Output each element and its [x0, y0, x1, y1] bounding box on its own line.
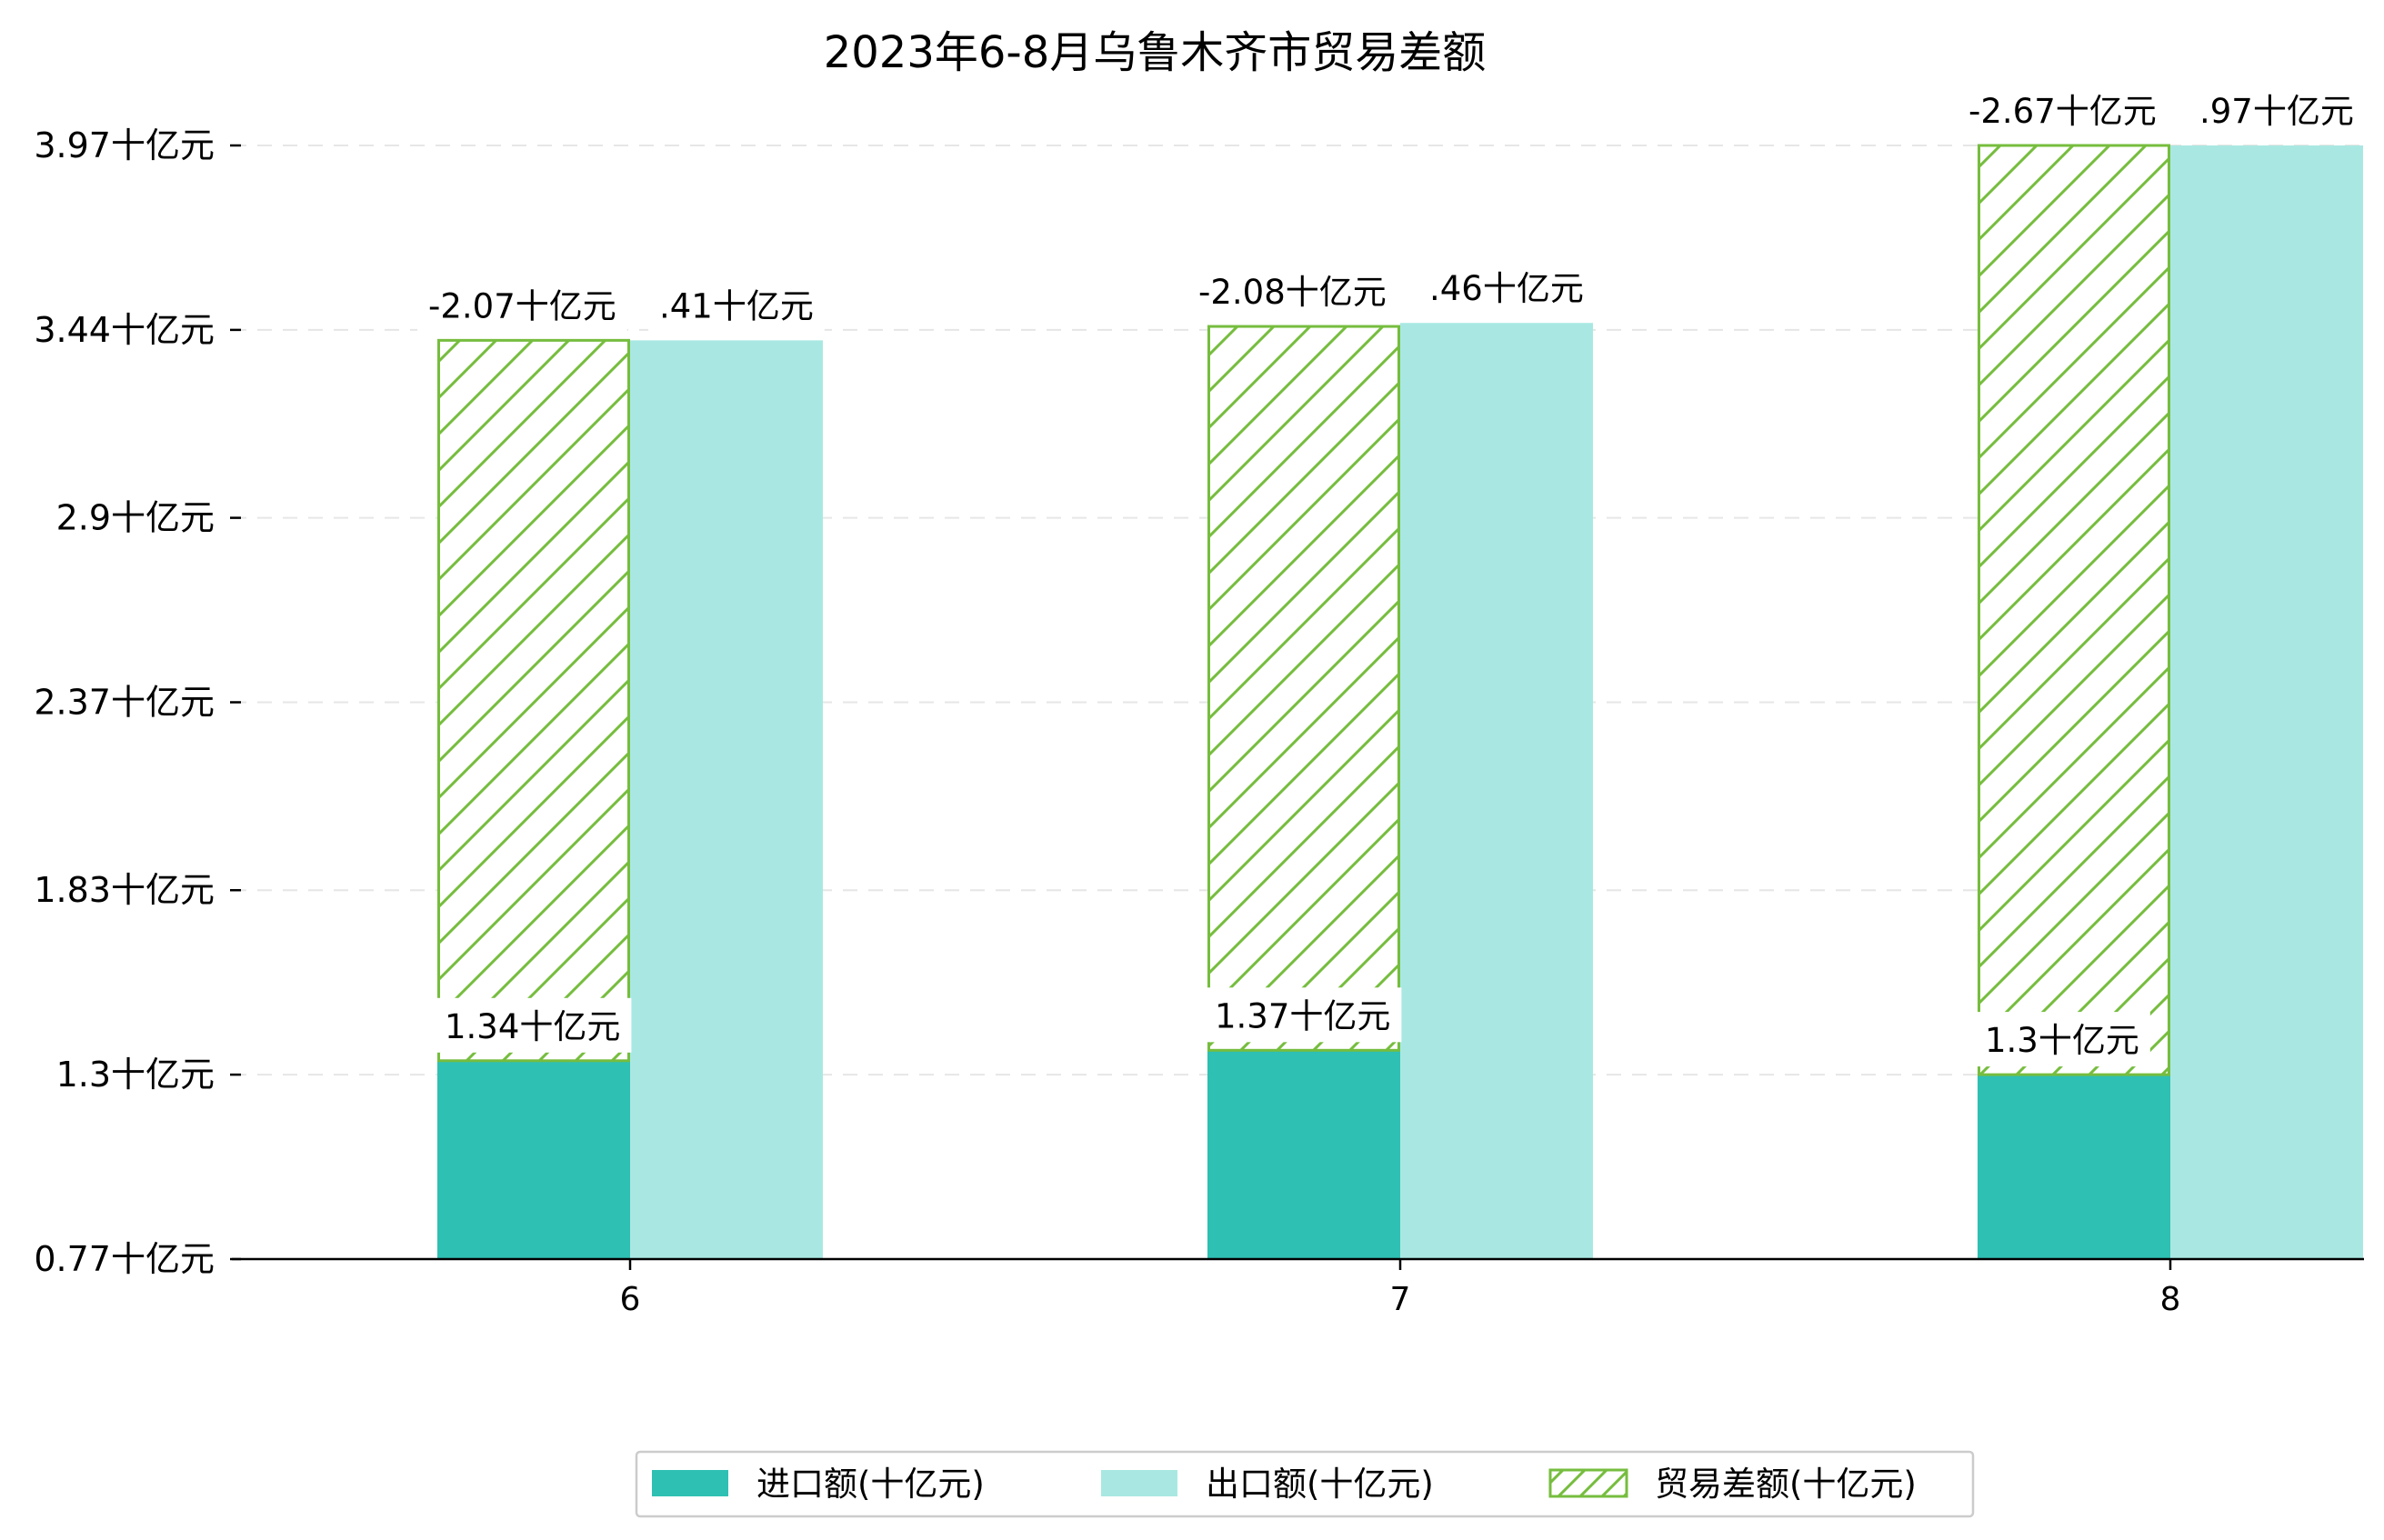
x-tick-label: 6: [620, 1281, 641, 1318]
import-value-label-background: [434, 997, 632, 1053]
balance-value-label: -2.67十亿元: [1968, 92, 2157, 131]
balance-bar: [1978, 144, 2170, 1076]
balance-value-label-background: [1958, 83, 2168, 137]
y-tick-label: 3.97十亿元: [34, 125, 215, 165]
import-value-label-background: [1974, 1012, 2150, 1067]
legend-item-import: 进口额(十亿元): [652, 1465, 985, 1504]
export-value-label-group: .46十亿元: [1418, 260, 1595, 315]
axis-layer: 0.77十亿元 1.3十亿元 1.83十亿元 2.37十亿元 2.9十亿元 3.44十亿元…: [34, 125, 2364, 1318]
balance-value-label-group: -2.08十亿元: [1187, 264, 1397, 319]
legend-swatch: [1101, 1470, 1177, 1496]
export-value-label: .41十亿元: [659, 286, 814, 325]
data-labels-layer: .41十亿元 -2.07十亿元 1.34十亿元 .46十亿元 -2.08十亿元 1.37十…: [417, 83, 2365, 1067]
legend-label: 贸易差额(十亿元): [1655, 1465, 1917, 1504]
export-value-label: .46十亿元: [1429, 269, 1584, 308]
x-tick-label: 8: [2160, 1281, 2181, 1318]
balance-value-label-group: -2.07十亿元: [417, 277, 627, 333]
balance-bar: [1207, 325, 1400, 1052]
export-value-label-group: .97十亿元: [2189, 83, 2365, 137]
legend-label: 进口额(十亿元): [756, 1465, 985, 1504]
import-value-label: 1.3十亿元: [1985, 1021, 2139, 1060]
import-value-label-group: 1.34十亿元: [434, 997, 632, 1053]
bars-layer: [437, 144, 2363, 1259]
legend-frame: [635, 1450, 1975, 1518]
x-tick-label: 7: [1390, 1281, 1411, 1318]
legend: 进口额(十亿元) 出口额(十亿元) 贸易差额(十亿元): [635, 1450, 1975, 1518]
import-value-label-group: 1.3十亿元: [1974, 1012, 2150, 1067]
y-tick-label: 1.83十亿元: [34, 870, 215, 910]
balance-value-label: -2.07十亿元: [428, 286, 616, 325]
legend-item-export: 出口额(十亿元): [1101, 1465, 1434, 1504]
import-value-label: 1.34十亿元: [445, 1007, 620, 1046]
y-tick-label: 0.77十亿元: [34, 1239, 215, 1279]
balance-value-label: -2.08十亿元: [1198, 273, 1387, 312]
export-value-label-group: .41十亿元: [648, 277, 825, 333]
export-bar: [1400, 323, 1593, 1259]
legend-item-balance: 贸易差额(十亿元): [1548, 1465, 1917, 1504]
export-value-label-background: [2189, 83, 2365, 137]
export-bar: [630, 340, 823, 1259]
export-bar: [2170, 145, 2363, 1259]
balance-bar: [437, 338, 630, 1063]
import-value-label-background: [1204, 987, 1402, 1043]
legend-label: 出口额(十亿元): [1206, 1465, 1434, 1504]
balance-value-label-group: -2.67十亿元: [1958, 83, 2168, 137]
y-tick-label: 2.9十亿元: [56, 498, 215, 538]
y-tick-label: 2.37十亿元: [34, 683, 215, 723]
y-tick-label: 1.3十亿元: [56, 1055, 215, 1095]
export-value-label: .97十亿元: [2199, 92, 2354, 131]
balance-value-label-background: [417, 277, 627, 333]
import-bar: [1207, 1050, 1400, 1259]
import-bar: [1978, 1075, 2170, 1259]
legend-swatch: [1548, 1468, 1628, 1498]
export-value-label-background: [648, 277, 825, 333]
balance-value-label-background: [1187, 264, 1397, 319]
import-value-label-group: 1.37十亿元: [1204, 987, 1402, 1043]
legend-swatch: [652, 1470, 728, 1496]
y-tick-label: 3.44十亿元: [34, 310, 215, 350]
import-value-label: 1.37十亿元: [1215, 996, 1390, 1035]
import-bar: [437, 1060, 630, 1259]
chart-title: 2023年6-8月乌鲁木齐市贸易差额: [824, 27, 1487, 78]
export-value-label-background: [1418, 260, 1595, 315]
